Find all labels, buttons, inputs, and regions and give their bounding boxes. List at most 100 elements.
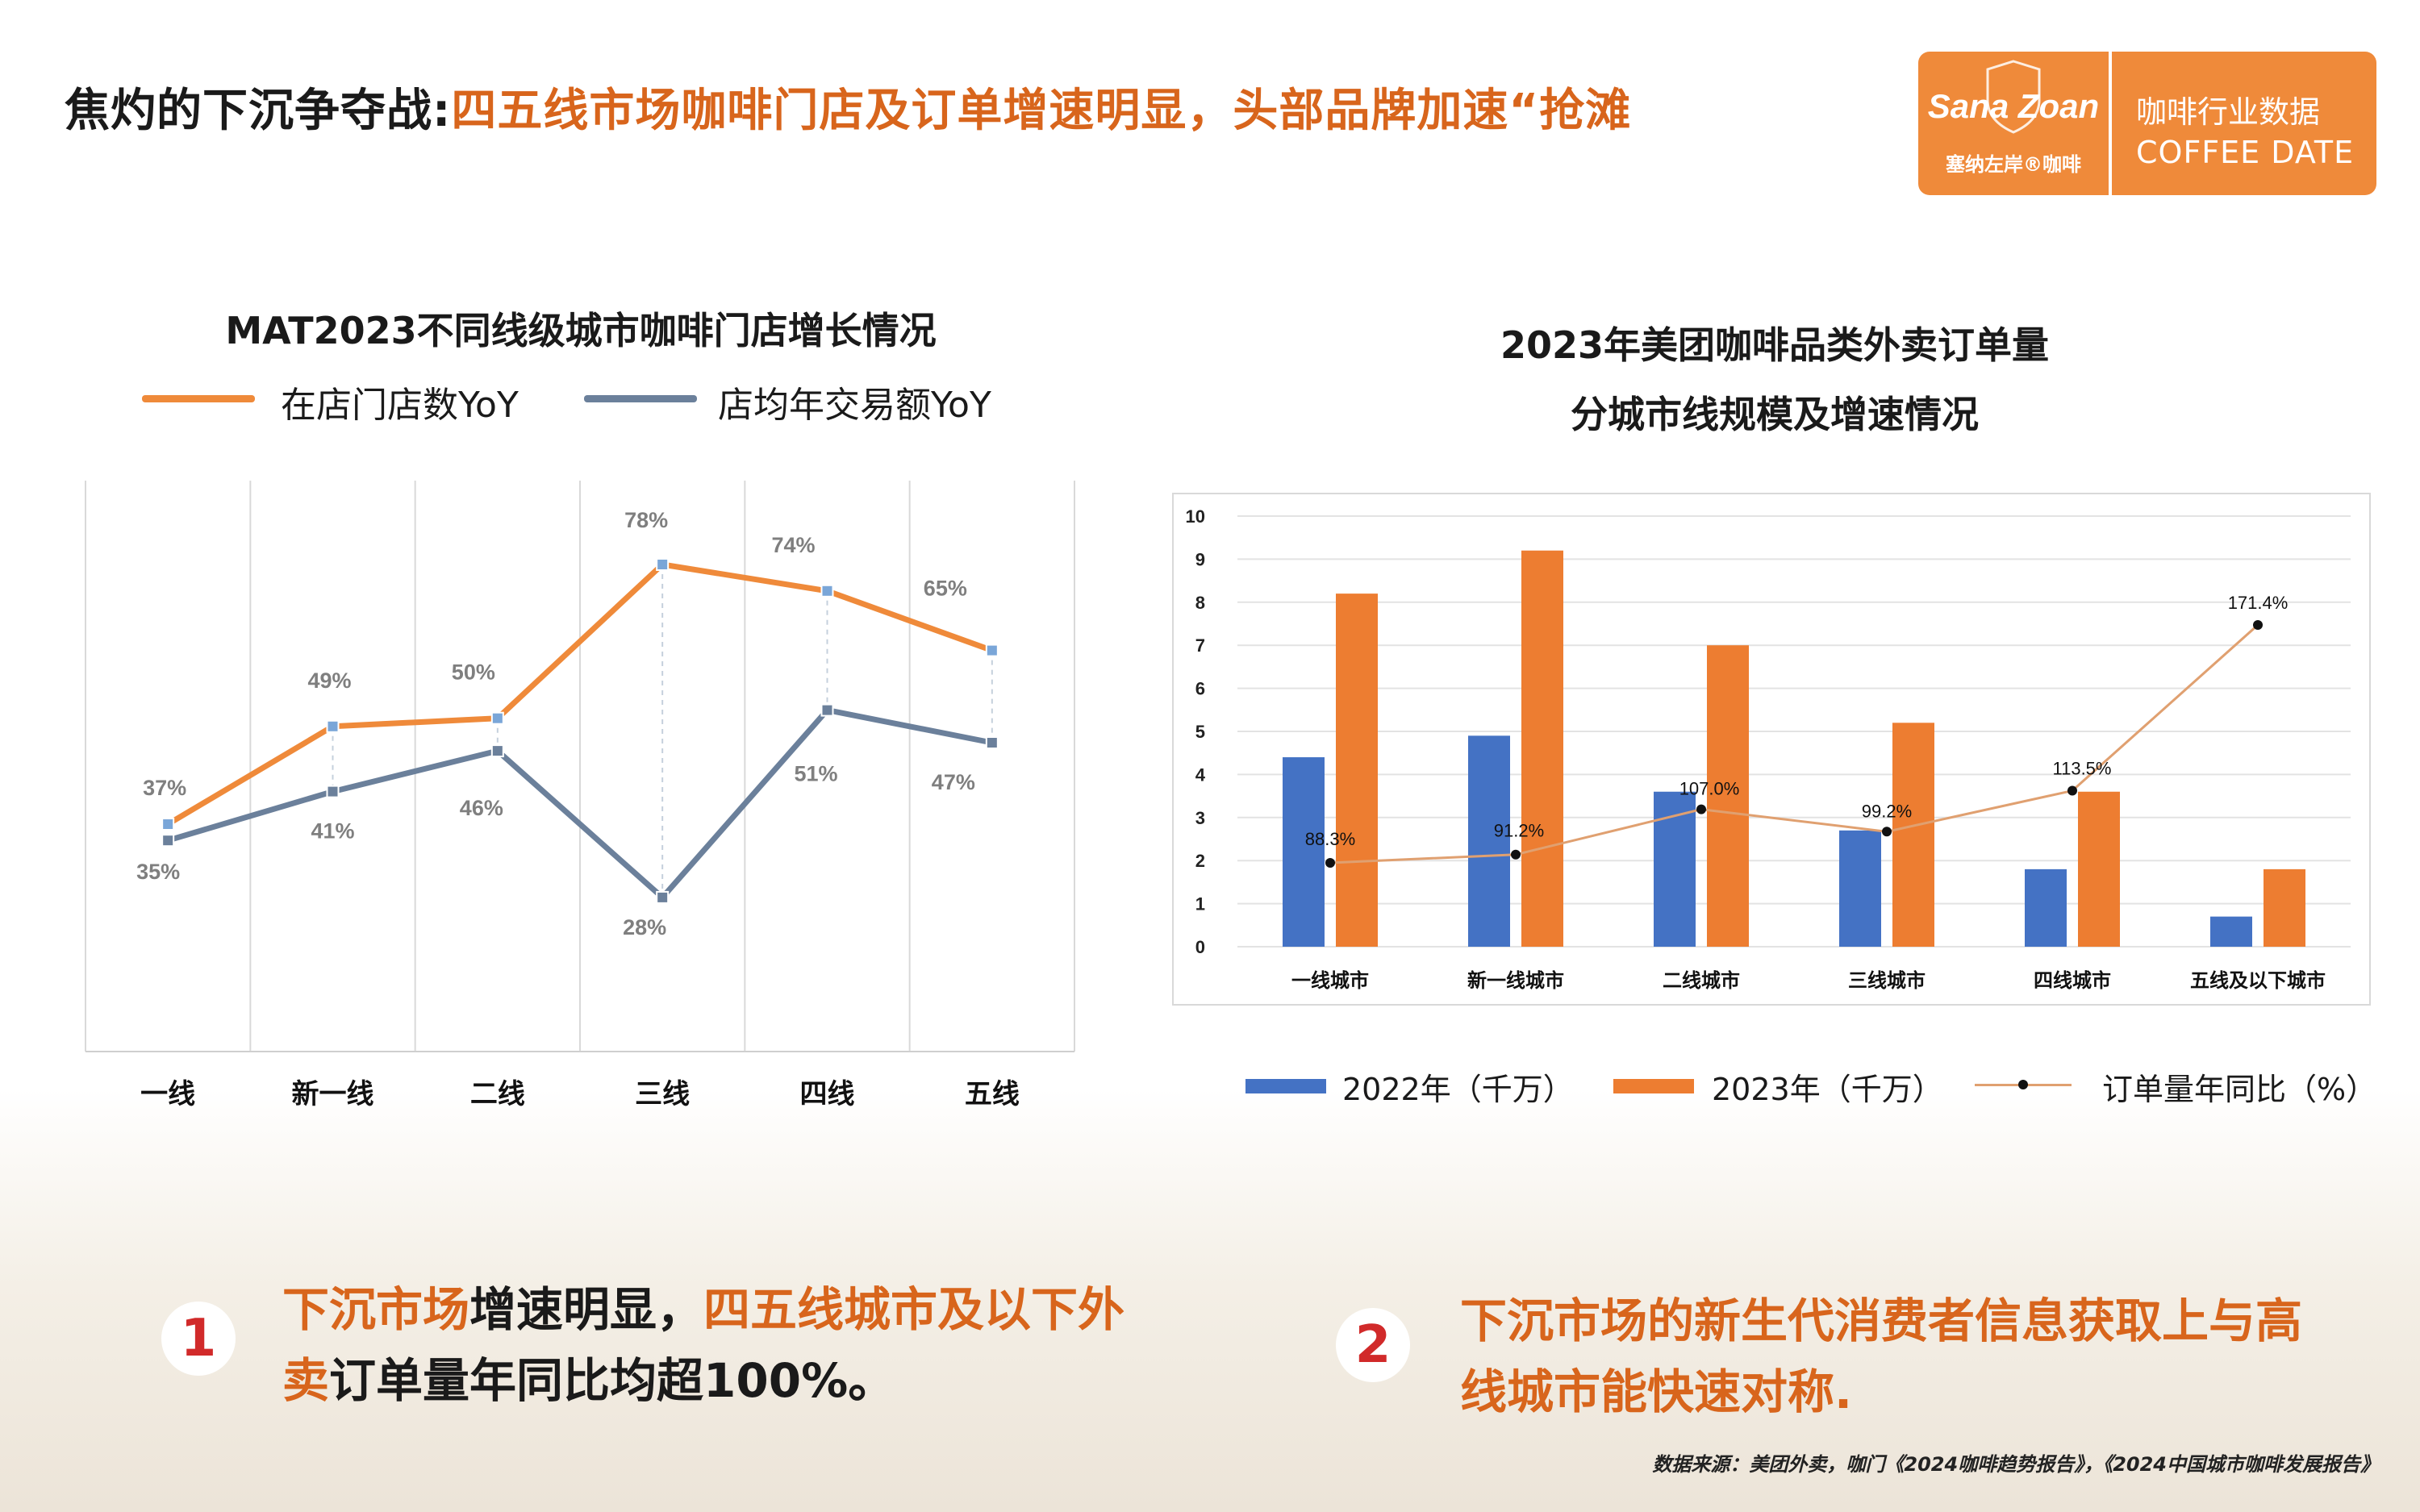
line-series-stores [166,561,994,827]
line-series-revenue [167,707,993,901]
y-tick-label: 4 [1195,764,1206,785]
legend-swatch-stores [142,395,255,402]
data-point [656,890,670,904]
data-point [656,558,670,571]
yoy-label: 107.0% [1679,779,1740,799]
x-tick-label: 五线及以下城市 [2190,969,2326,992]
point1-text-b: 订单量年同比均超100%。 [329,1353,895,1408]
data-point [326,719,340,733]
x-tick-label: 二线 [470,1078,525,1110]
y-tick-label: 2 [1195,851,1205,871]
brand-label-en: COFFEE DATE [2136,135,2355,170]
data-label: 37% [143,776,186,800]
yoy-point [1696,804,1706,814]
page-title: 焦灼的下沉争夺战:四五线市场咖啡门店及订单增速明显，头部品牌加速“抢滩 [65,74,1631,140]
brand-divider [2109,52,2112,195]
bar-2023 [1521,550,1563,947]
y-tick-label: 0 [1195,937,1205,957]
brand-label-cn: 咖啡行业数据 [2136,94,2321,130]
bar-2022 [2025,868,2067,947]
right-chart-title-line1: 2023年美团咖啡品类外卖订单量 [1500,323,2050,367]
x-tick-label: 一线 [140,1078,195,1110]
y-tick-label: 8 [1195,593,1205,613]
yoy-label: 91.2% [1494,821,1544,841]
brand-logo: Sana Zoan 塞纳左岸®咖啡 [1928,60,2099,176]
bar-2023 [1336,594,1378,947]
x-tick-label: 新一线城市 [1467,969,1564,992]
bar-2022 [1468,735,1510,947]
point1-highlight-c: 卖 [282,1353,330,1408]
data-point [161,818,175,831]
yoy-point [1511,849,1521,860]
yoy-label: 88.3% [1305,829,1355,849]
brand-logo-sub: 塞纳左岸®咖啡 [1946,153,2081,176]
data-point [820,703,834,717]
bar-2022 [1283,757,1325,947]
legend-swatch-2023 [1613,1079,1694,1093]
legend-label-2023: 2023年（千万） [1712,1072,1943,1107]
data-point [326,785,340,798]
yoy-label: 171.4% [2228,593,2289,613]
legend-label-2022: 2022年（千万） [1342,1072,1574,1107]
data-point [985,644,999,657]
y-tick-label: 9 [1195,549,1205,569]
yoy-label: 113.5% [2053,759,2112,779]
x-tick-label: 一线城市 [1291,969,1369,992]
bar-2022 [1654,791,1696,947]
point2-highlight-a: 下沉市场的新生代消费者信息获取上与高 [1460,1293,2303,1348]
legend-label-revenue: 店均年交易额YoY [718,385,991,426]
brand-logo-text: Sana Zoan [1928,87,2099,125]
yoy-point [2067,785,2077,796]
store-growth-line-chart: 37% 49% 50% 78% 74% 65% 35% 41% 46% 28% 51% 47% 一线 新一… [85,481,1075,1110]
key-point-1: 下沉市场增速明显，四五线城市及以下外 卖订单量年同比均超100%。 [282,1274,1170,1416]
x-tick-label: 新一线 [292,1078,374,1110]
yoy-label: 99.2% [1862,801,1912,821]
delivery-orders-combo-chart: 0 1 2 3 4 5 6 7 8 9 10 一线城市 新一线城市 二线城市 三线城市 四线城市 五线及以下城市… [1172,493,2371,1006]
point1-highlight-a: 下沉市场 [282,1282,470,1337]
bar-2023 [2264,868,2305,947]
data-label: 28% [623,915,666,939]
x-tick-label: 二线城市 [1663,969,1740,992]
legend-label-yoy: 订单量年同比（%） [2102,1072,2377,1107]
data-label: 78% [624,508,668,532]
data-label: 47% [932,770,975,794]
data-label: 51% [794,762,837,786]
legend-swatch-revenue [584,395,697,402]
right-chart-title-line2: 分城市线规模及增速情况 [1571,393,1979,436]
x-tick-label: 三线城市 [1848,969,1926,992]
data-point [490,711,504,725]
x-tick-label: 三线 [635,1078,690,1110]
yoy-point [1882,827,1892,837]
legend-label-stores: 在店门店数YoY [281,385,519,426]
data-label: 74% [771,533,815,557]
y-tick-label: 6 [1195,679,1205,699]
brand-label: 咖啡行业数据 COFFEE DATE [2136,87,2354,170]
data-label: 50% [452,660,495,685]
left-chart-title: MAT2023不同线级城市咖啡门店增长情况 [225,309,937,352]
source-note: 数据来源：美团外卖，咖门《2024咖啡趋势报告》，《2024中国城市咖啡发展报告… [1652,1453,2380,1476]
bar-2023 [1707,645,1749,947]
yoy-point [2253,619,2263,630]
bar-2023 [1892,723,1934,947]
y-tick-label: 7 [1195,635,1205,656]
brand-badge: Sana Zoan 塞纳左岸®咖啡 咖啡行业数据 COFFEE DATE [1918,52,2376,195]
y-tick-label: 1 [1195,894,1205,914]
x-tick-label: 五线 [965,1078,1020,1110]
data-label: 65% [924,577,967,601]
title-prefix: 焦灼的下沉争夺战: [65,85,452,137]
data-point [161,834,175,848]
point-number-2: 2 [1336,1308,1410,1382]
point2-highlight-b: 线城市能快速对称. [1460,1364,1853,1419]
point1-text-a: 增速明显， [469,1282,704,1337]
data-label: 46% [460,796,503,820]
legend-swatch-2022 [1245,1079,1326,1093]
x-tick-label: 四线 [800,1078,855,1110]
data-label: 35% [136,860,180,884]
shield-icon [1986,60,2041,134]
title-highlight: 四五线市场咖啡门店及订单增速明显，头部品牌加速“抢滩 [451,85,1632,137]
data-label: 41% [311,819,354,843]
y-tick-label: 5 [1195,722,1205,742]
data-point [490,744,504,758]
bar-2023 [2078,791,2120,947]
yoy-line [1329,623,2259,864]
